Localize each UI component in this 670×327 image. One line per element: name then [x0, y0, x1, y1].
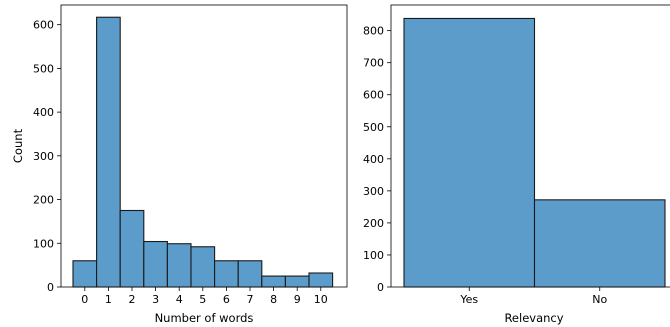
y-tick-label: 0 [47, 281, 54, 294]
x-tick-label: 2 [129, 293, 136, 306]
x-tick-label: 1 [105, 293, 112, 306]
bars [72, 16, 334, 288]
y-tick-label: 100 [33, 237, 54, 250]
bar-9 [284, 275, 310, 288]
bar-4 [166, 243, 192, 288]
word-count-histogram: 0 100 200 300 400 500 600 0 1 2 3 4 5 6 7 8 9 10 Number … [11, 4, 348, 325]
bar-8 [261, 275, 286, 288]
y-tick-label: 300 [363, 185, 384, 198]
relevancy-histogram: 0 100 200 300 400 500 600 700 800 Yes No Relevanc… [363, 4, 670, 325]
y-tick-label: 100 [363, 249, 384, 262]
y-ticks: 0 100 200 300 400 500 600 [33, 19, 61, 294]
bar-1 [96, 16, 121, 288]
x-tick-label: 0 [81, 293, 88, 306]
x-tick-label: 6 [223, 293, 230, 306]
x-axis-label: Relevancy [504, 311, 563, 325]
y-ticks: 0 100 200 300 400 500 600 700 800 [363, 25, 391, 294]
bar-3 [143, 240, 168, 288]
y-tick-label: 500 [33, 62, 54, 75]
bar-no [533, 199, 666, 288]
x-tick-label: 10 [314, 293, 328, 306]
bar-2 [119, 209, 145, 288]
y-tick-label: 600 [363, 89, 384, 102]
bar-6 [214, 260, 239, 288]
y-tick-label: 200 [363, 217, 384, 230]
x-tick-label: 5 [199, 293, 206, 306]
x-ticks: Yes No [459, 287, 607, 306]
y-tick-label: 300 [33, 150, 54, 163]
y-tick-label: 0 [377, 281, 384, 294]
x-tick-label: 9 [294, 293, 301, 306]
bar-yes [403, 17, 536, 288]
x-tick-label: 4 [176, 293, 183, 306]
x-tick-label: 7 [247, 293, 254, 306]
y-tick-label: 500 [363, 121, 384, 134]
y-tick-label: 200 [33, 194, 54, 207]
bar-0 [72, 260, 98, 288]
y-tick-label: 400 [363, 153, 384, 166]
x-tick-label: Yes [459, 293, 478, 306]
x-axis-label: Number of words [155, 311, 254, 325]
x-tick-label: 3 [152, 293, 159, 306]
y-axis-label: Count [11, 128, 25, 163]
y-tick-label: 400 [33, 106, 54, 119]
x-tick-label: No [592, 293, 607, 306]
bar-10 [308, 272, 334, 288]
y-tick-label: 800 [363, 25, 384, 38]
bars [403, 17, 666, 288]
bar-5 [190, 246, 216, 288]
bar-7 [237, 260, 263, 288]
x-tick-label: 8 [270, 293, 277, 306]
y-tick-label: 600 [33, 19, 54, 32]
y-tick-label: 700 [363, 57, 384, 70]
x-ticks: 0 1 2 3 4 5 6 7 8 9 10 [81, 287, 328, 306]
